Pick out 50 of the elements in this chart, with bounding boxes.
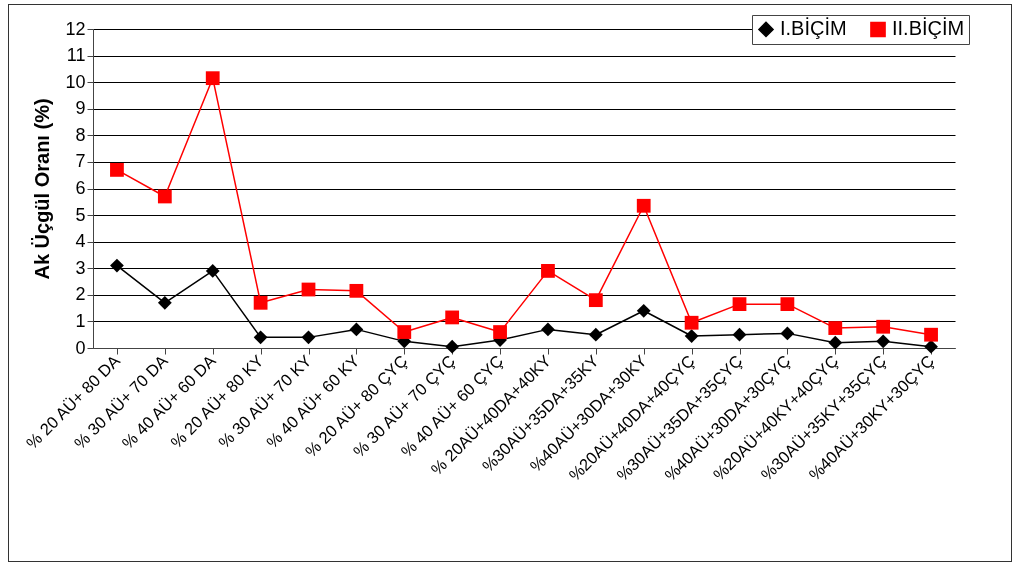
point <box>541 264 555 278</box>
point <box>445 310 460 325</box>
y-tick-label: 8 <box>75 124 86 145</box>
point <box>253 295 268 310</box>
y-tick-label: 4 <box>75 231 86 252</box>
y-tick-label: 0 <box>75 337 86 358</box>
point <box>588 293 603 308</box>
point <box>349 322 364 337</box>
point <box>205 71 220 86</box>
point <box>588 327 603 342</box>
point <box>205 264 220 278</box>
point <box>732 297 747 312</box>
y-tick-label: 10 <box>65 71 86 92</box>
point <box>924 327 938 342</box>
point <box>828 335 843 350</box>
point <box>157 295 172 310</box>
point <box>684 315 699 330</box>
point <box>924 339 938 354</box>
y-tick-label: 3 <box>75 257 86 278</box>
y-tick-label: 6 <box>75 178 86 198</box>
y-tick-label: 12 <box>65 18 86 39</box>
y-tick-label: 9 <box>75 98 86 119</box>
y-tick-label: 1 <box>75 310 86 331</box>
y-tick-label: 11 <box>66 45 86 66</box>
point <box>253 330 268 345</box>
point <box>349 283 364 298</box>
legend-label: I.BİÇİM <box>780 17 847 40</box>
y-tick-label: 7 <box>75 151 86 172</box>
point <box>301 330 316 345</box>
point <box>732 327 747 342</box>
point <box>493 325 507 339</box>
point <box>780 326 795 341</box>
point <box>110 258 124 273</box>
legend-label: II.BİÇİM <box>892 17 965 40</box>
point <box>828 321 843 335</box>
point <box>684 329 699 343</box>
point <box>876 319 891 334</box>
point <box>301 282 316 297</box>
point <box>541 322 555 337</box>
point <box>157 189 172 204</box>
y-axis-title: Ak Üçgül Oranı (%) <box>31 98 54 280</box>
point <box>445 339 460 354</box>
point <box>110 163 124 177</box>
point <box>636 303 651 318</box>
point <box>876 334 891 349</box>
point <box>780 297 795 312</box>
y-tick-label: 5 <box>75 204 86 225</box>
y-tick-label: 2 <box>75 284 86 305</box>
point <box>397 325 412 339</box>
point <box>636 198 651 213</box>
